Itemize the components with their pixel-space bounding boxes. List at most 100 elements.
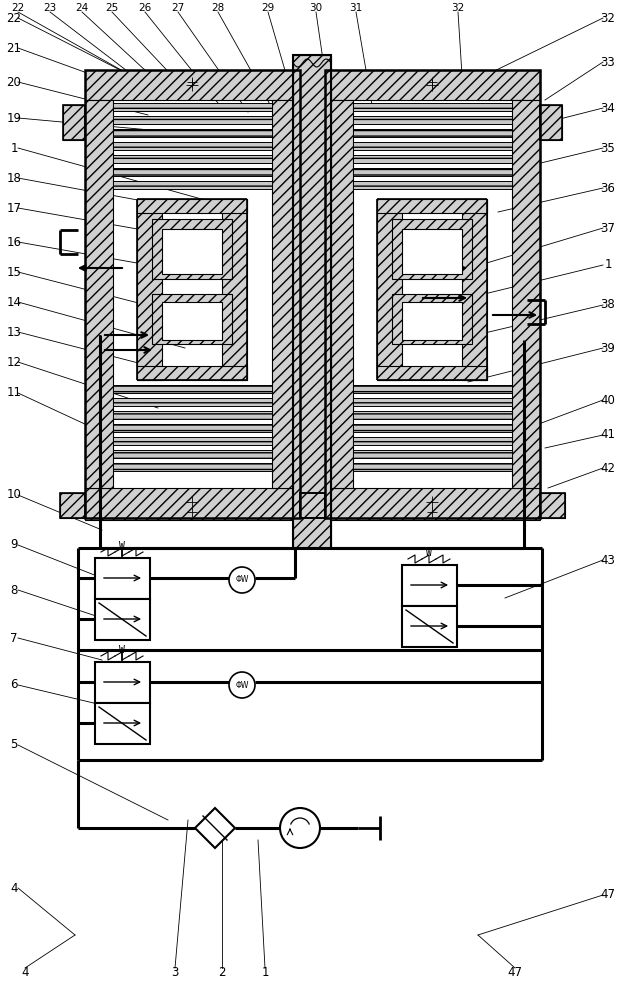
Text: 11: 11 [6, 386, 22, 399]
Text: 1: 1 [10, 141, 17, 154]
Bar [272, 100, 300, 488]
Text: 5: 5 [11, 738, 17, 752]
Text: 22: 22 [6, 11, 22, 24]
Bar [377, 199, 487, 213]
Text: 21: 21 [6, 41, 22, 54]
Bar [293, 55, 331, 548]
Bar [300, 493, 325, 518]
Bar [325, 70, 540, 100]
Bar [377, 199, 402, 380]
Text: 29: 29 [262, 3, 275, 13]
Bar [353, 398, 512, 406]
Text: 33: 33 [601, 55, 616, 68]
Bar [353, 142, 512, 150]
Bar [113, 116, 272, 124]
Bar [353, 385, 512, 393]
Bar [113, 103, 272, 111]
Bar [402, 229, 462, 274]
Bar [353, 155, 512, 163]
Bar [95, 662, 150, 703]
Bar [353, 168, 512, 176]
Text: 43: 43 [601, 554, 616, 566]
Text: 4: 4 [10, 882, 17, 894]
Text: ΦW: ΦW [235, 576, 249, 584]
Text: 17: 17 [6, 202, 22, 215]
Bar [325, 488, 540, 520]
Text: 27: 27 [171, 3, 184, 13]
Text: 14: 14 [6, 296, 22, 308]
Text: 31: 31 [350, 3, 363, 13]
Bar [300, 493, 325, 518]
Text: W: W [119, 541, 125, 551]
Text: 25: 25 [105, 3, 118, 13]
Text: 35: 35 [601, 141, 616, 154]
Bar [462, 199, 487, 380]
Text: 38: 38 [601, 298, 616, 312]
Bar [222, 199, 247, 380]
Bar [152, 219, 232, 279]
Bar [152, 294, 232, 344]
Bar [353, 463, 512, 471]
Text: 1: 1 [604, 258, 612, 271]
Text: 10: 10 [7, 488, 21, 502]
Text: 41: 41 [601, 428, 616, 442]
Bar [113, 398, 272, 406]
Text: 22: 22 [11, 3, 25, 13]
Bar [353, 450, 512, 458]
Bar [113, 129, 272, 137]
Bar [325, 70, 540, 518]
Bar [162, 229, 222, 274]
Bar [95, 599, 150, 640]
Text: ΦW: ΦW [235, 680, 249, 690]
Text: 26: 26 [138, 3, 151, 13]
Text: 9: 9 [10, 538, 17, 552]
Text: 34: 34 [601, 102, 616, 114]
Bar [113, 385, 272, 393]
Bar [60, 493, 85, 518]
Bar [95, 558, 150, 599]
Bar [85, 70, 300, 100]
Text: 30: 30 [310, 3, 323, 13]
Bar [137, 366, 247, 380]
Bar [540, 105, 562, 140]
Text: 2: 2 [218, 966, 226, 978]
Bar [512, 100, 540, 488]
Text: 40: 40 [601, 393, 616, 406]
Bar [113, 168, 272, 176]
Text: 4: 4 [21, 966, 29, 978]
Bar [60, 493, 85, 518]
Text: 47: 47 [508, 966, 523, 978]
Text: 19: 19 [6, 111, 22, 124]
Bar [113, 437, 272, 445]
Text: 42: 42 [601, 462, 616, 475]
Bar [325, 100, 353, 488]
Bar [113, 142, 272, 150]
Bar [353, 116, 512, 124]
Text: 24: 24 [75, 3, 88, 13]
Bar [63, 105, 85, 140]
Bar [85, 70, 300, 518]
Bar [540, 105, 562, 140]
Bar [540, 493, 565, 518]
Bar [402, 565, 457, 606]
Text: 3: 3 [171, 966, 179, 978]
Bar [113, 155, 272, 163]
Bar [540, 493, 565, 518]
Circle shape [280, 808, 320, 848]
Bar [113, 181, 272, 189]
Bar [353, 181, 512, 189]
Bar [85, 488, 300, 520]
Text: 20: 20 [7, 76, 21, 89]
Bar [353, 103, 512, 111]
Bar [293, 55, 331, 548]
Bar [353, 411, 512, 419]
Bar [402, 302, 462, 340]
Text: 32: 32 [601, 11, 616, 24]
Bar [402, 606, 457, 647]
Bar [377, 366, 487, 380]
Text: 15: 15 [7, 265, 21, 278]
Polygon shape [195, 808, 235, 848]
Bar [300, 493, 325, 518]
Circle shape [229, 672, 255, 698]
Bar [353, 129, 512, 137]
